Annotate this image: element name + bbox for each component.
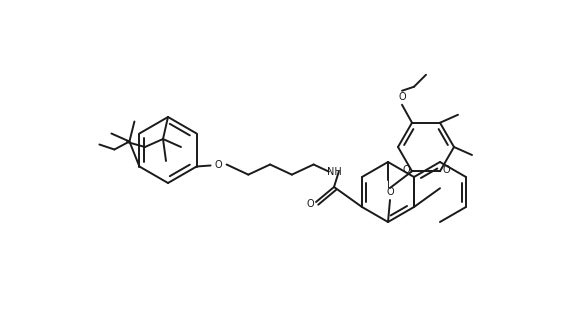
Text: I: I — [387, 180, 390, 190]
Text: O: O — [442, 165, 450, 175]
Text: O: O — [306, 199, 314, 209]
Text: O: O — [402, 165, 410, 175]
Text: O: O — [215, 159, 223, 169]
Text: NH: NH — [328, 167, 342, 177]
Text: O: O — [398, 92, 406, 102]
Text: O: O — [386, 187, 394, 197]
